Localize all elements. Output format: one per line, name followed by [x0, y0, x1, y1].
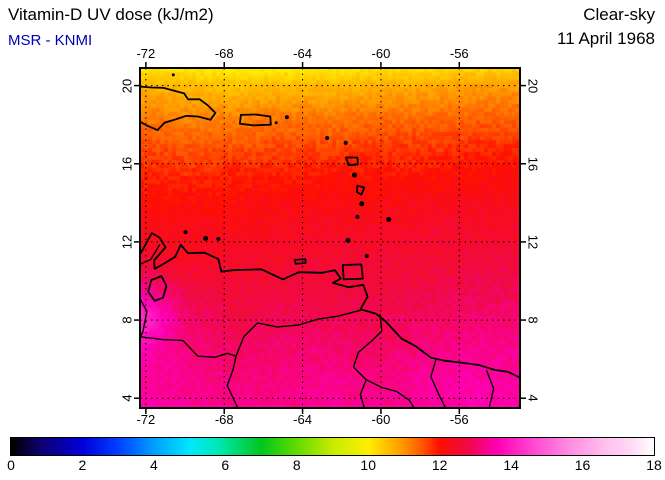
lon-tick-label-bottom: -68 — [214, 412, 234, 427]
colorbar-tick-label: 14 — [503, 457, 519, 473]
colorbar-tick-label: 6 — [221, 457, 230, 473]
lat-tick-label-left: 12 — [119, 234, 135, 250]
lat-tick-label-right: 16 — [525, 156, 541, 171]
colorbar-tick-label: 4 — [149, 457, 158, 473]
colorbar-tick-label: 12 — [431, 457, 448, 473]
lat-tick-label-right: 8 — [525, 316, 541, 324]
lon-tick-label-top: -60 — [371, 46, 391, 61]
colorbar-tick-label: 16 — [574, 457, 591, 473]
colorbar-tick-label: 18 — [646, 457, 662, 473]
colorbar-canvas — [11, 438, 654, 455]
colorbar-tick-label: 10 — [360, 457, 377, 473]
lat-tick-label-left: 8 — [119, 316, 135, 324]
map-plot — [140, 68, 520, 408]
lon-tick-label-top: -68 — [214, 46, 234, 61]
lon-tick-label-bottom: -56 — [449, 412, 469, 427]
lon-tick-label-top: -64 — [293, 46, 312, 61]
condition-label: Clear-sky — [583, 5, 655, 24]
date-label: 11 April 1968 — [557, 29, 655, 48]
colorbar-tick-label: 8 — [292, 457, 301, 473]
lat-tick-label-left: 16 — [119, 156, 135, 171]
colorbar-tick-label: 2 — [78, 457, 87, 473]
lon-tick-label-top: -72 — [136, 46, 156, 61]
colorbar-tick-label: 0 — [7, 457, 15, 473]
lon-tick-label-bottom: -60 — [371, 412, 391, 427]
heatmap-canvas — [140, 68, 520, 408]
lat-tick-label-right: 12 — [525, 234, 541, 250]
colorbar-labels: 0 2 4 6 8 10 12 14 16 18 — [0, 458, 665, 476]
lat-tick-label-right: 20 — [525, 78, 541, 93]
lon-tick-label-top: -56 — [449, 46, 469, 61]
lat-tick-label-right: 4 — [525, 394, 541, 402]
figure-title: Vitamin-D UV dose (kJ/m2) — [8, 5, 214, 24]
source-label: MSR - KNMI — [8, 32, 93, 49]
lon-tick-label-bottom: -64 — [293, 412, 312, 427]
lat-tick-label-left: 20 — [119, 78, 135, 93]
lat-tick-label-left: 4 — [119, 394, 135, 402]
colorbar — [10, 437, 655, 456]
lon-tick-label-bottom: -72 — [136, 412, 156, 427]
